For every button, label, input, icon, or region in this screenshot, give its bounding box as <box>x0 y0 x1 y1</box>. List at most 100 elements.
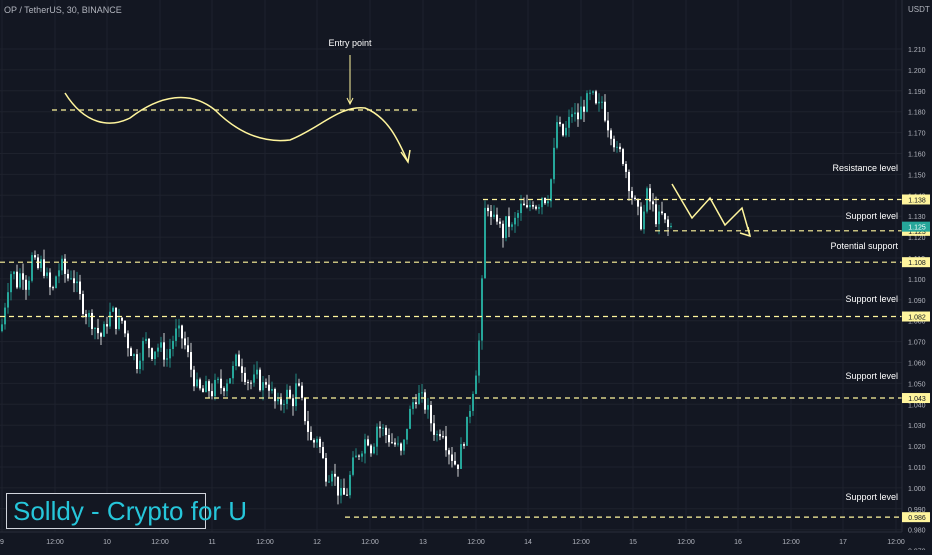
candle-body <box>613 138 615 148</box>
candle-body <box>379 426 381 429</box>
candle-body <box>403 439 405 451</box>
time-tick-label: 17 <box>839 539 847 546</box>
candle-body <box>70 278 72 280</box>
candle-body <box>337 476 339 496</box>
price-tick-label: 1.090 <box>908 298 926 305</box>
candle-body <box>562 124 564 136</box>
candle-body <box>373 446 375 454</box>
candle-body <box>667 219 669 227</box>
level-label: Support level <box>845 294 898 304</box>
price-axis[interactable]: 1.2101.2001.1901.1801.1701.1601.1501.140… <box>901 0 932 555</box>
candle-body <box>19 273 21 288</box>
time-tick-label: 14 <box>524 539 532 546</box>
price-tick-label: 1.050 <box>908 381 926 388</box>
price-tick-label: 1.000 <box>908 486 926 493</box>
candle-body <box>79 281 81 294</box>
candle-body <box>412 402 414 409</box>
candle-body <box>541 197 543 208</box>
candle-body <box>262 382 264 391</box>
candle-body <box>649 188 651 202</box>
candle-body <box>565 127 567 136</box>
candle-body <box>625 163 627 172</box>
candle-body <box>445 436 447 451</box>
candle-body <box>52 287 54 289</box>
candle-body <box>166 358 168 360</box>
candle-body <box>547 201 549 204</box>
candle-body <box>184 338 186 346</box>
candle-body <box>634 197 636 200</box>
price-tick-label: 1.070 <box>908 340 926 347</box>
time-tick-label: 12 <box>313 539 321 546</box>
candle-body <box>229 378 231 384</box>
candle-body <box>259 369 261 391</box>
candle-body <box>397 443 399 445</box>
candle-body <box>454 460 456 465</box>
candle-body <box>292 398 294 407</box>
current-price-text: 1.125 <box>908 225 926 232</box>
candle-body <box>85 314 87 318</box>
candle-body <box>406 428 408 440</box>
candle-body <box>49 272 51 288</box>
candle-body <box>604 101 606 121</box>
level-price-text: 0.986 <box>908 515 926 522</box>
price-tick-label: 1.160 <box>908 152 926 159</box>
candle-body <box>583 106 585 112</box>
current-price-badge <box>902 221 930 232</box>
candle-body <box>283 403 285 405</box>
candle-body <box>586 93 588 112</box>
candle-body <box>22 273 24 280</box>
candle-body <box>463 444 465 446</box>
candle-body <box>622 149 624 164</box>
wave-drawing <box>64 92 409 163</box>
candle-body <box>352 457 354 475</box>
candle-body <box>532 205 534 207</box>
price-tick-label: 1.200 <box>908 68 926 75</box>
time-axis[interactable]: 9 12:00 10 12:00 11 12:00 12 12:00 13 12:00 14 12:0… <box>0 531 905 550</box>
candle-body <box>295 383 297 407</box>
candle-body <box>136 354 138 370</box>
candle-body <box>502 223 504 238</box>
level-price-text: 1.138 <box>908 197 926 204</box>
candle-body <box>10 274 12 293</box>
price-tick-label: 0.980 <box>908 528 926 535</box>
candle-body <box>493 214 495 217</box>
candle-body <box>103 324 105 337</box>
time-tick-label: 12:00 <box>467 539 485 546</box>
candle-body <box>178 325 180 329</box>
candle-body <box>40 259 42 269</box>
candle-body <box>208 381 210 392</box>
candle-body <box>82 293 84 315</box>
candle-body <box>592 91 594 93</box>
candle-body <box>214 379 216 397</box>
candle-body <box>457 464 459 469</box>
candle-body <box>277 399 279 402</box>
candle-body <box>610 130 612 139</box>
candle-body <box>190 352 192 370</box>
candle-body <box>217 378 219 380</box>
candle-body <box>145 338 147 341</box>
candle-body <box>469 410 471 417</box>
time-tick-label: 12:00 <box>887 539 905 546</box>
candle-body <box>490 211 492 217</box>
candle-body <box>280 399 282 405</box>
candle-body <box>154 351 156 360</box>
level-label: Support level <box>845 211 898 221</box>
candle-body <box>664 213 666 220</box>
price-tick-label: 1.150 <box>908 172 926 179</box>
time-tick-label: 12:00 <box>361 539 379 546</box>
candle-body <box>244 372 246 383</box>
candle-body <box>553 147 555 180</box>
time-tick-label: 12:00 <box>677 539 695 546</box>
candle-body <box>271 388 273 391</box>
time-axis-bg <box>0 532 902 550</box>
candle-body <box>223 388 225 392</box>
candle-body <box>316 438 318 443</box>
candle-body <box>205 381 207 393</box>
price-tick-label: 1.190 <box>908 89 926 96</box>
candle-body <box>181 325 183 339</box>
candle-body <box>364 439 366 454</box>
symbol-title[interactable]: OP / TetherUS, 30, BINANCE <box>4 5 122 15</box>
candle-body <box>97 327 99 334</box>
